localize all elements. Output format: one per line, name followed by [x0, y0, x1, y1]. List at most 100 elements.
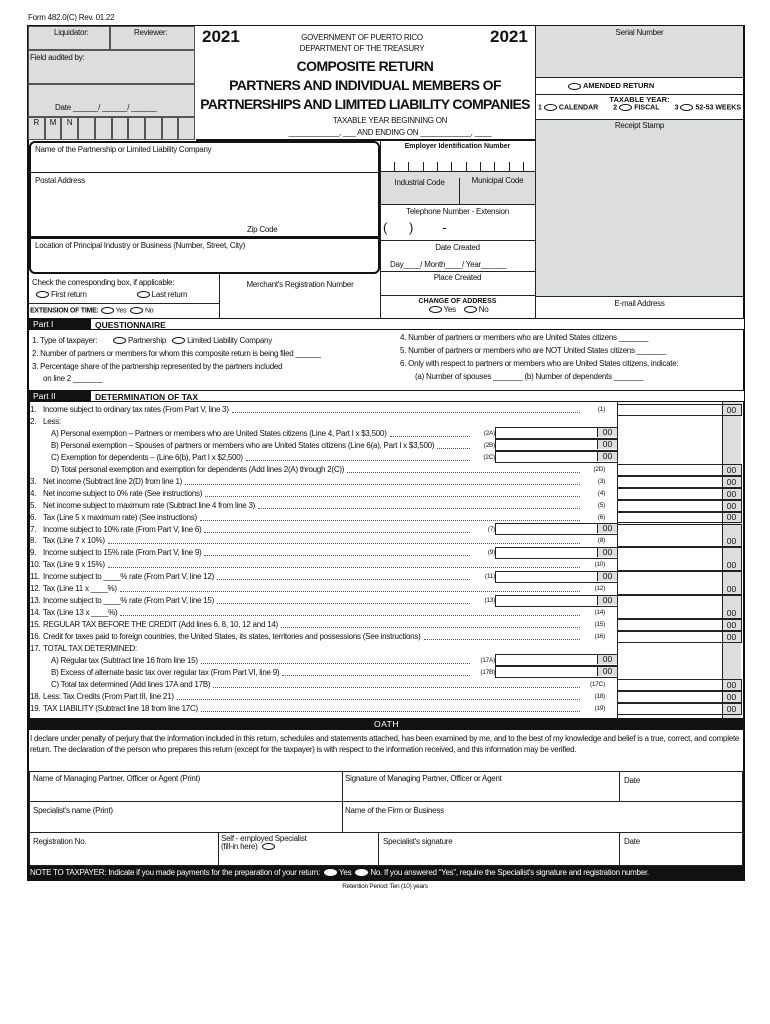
tax-line: 6. Tax (Line 5 x maximum rate) (See instr…	[30, 512, 605, 523]
amount-field[interactable]: 00	[617, 595, 742, 620]
inner-cents: 00	[597, 595, 617, 605]
inner-amount-field[interactable]: 00	[495, 427, 618, 440]
managing-partner-signature-field[interactable]: Signature of Managing Partner, Officer o…	[342, 771, 620, 802]
rmn-cell[interactable]	[178, 117, 196, 140]
q3-field[interactable]: on line 2 _______	[43, 374, 103, 383]
tax-line: 11. Income subject to ____% rate (From Pa…	[30, 571, 495, 582]
first-return-oval[interactable]	[36, 291, 49, 299]
last-return-oval[interactable]	[136, 291, 150, 299]
llc-oval[interactable]	[172, 337, 186, 345]
rmn-cell[interactable]: R	[28, 117, 45, 140]
amount-field[interactable]: 00	[617, 499, 742, 512]
oath-header: OATH	[28, 718, 745, 730]
change-address-no-oval[interactable]	[463, 306, 477, 314]
postal-address-field[interactable]: Postal Address Zip Code	[29, 172, 380, 237]
rmn-cell[interactable]: N	[61, 117, 79, 140]
amended-return-oval[interactable]	[568, 82, 581, 90]
q4-label[interactable]: 4. Number of partners or members who are…	[400, 333, 649, 342]
leader-dots	[389, 435, 470, 437]
cents: 00	[726, 536, 737, 547]
q6-fields[interactable]: (a) Number of spouses _______ (b) Number…	[415, 372, 644, 381]
liquidator-field[interactable]: Liquidator:	[28, 26, 110, 50]
taxable-year-option[interactable]: 2 FISCAL	[613, 104, 659, 111]
taxable-end-label[interactable]: ____________, ___ AND ENDING ON ________…	[288, 128, 492, 137]
rmn-cell[interactable]	[94, 117, 112, 140]
taxable-year-option[interactable]: 1 CALENDAR	[538, 104, 598, 111]
paid-yes-oval[interactable]	[324, 869, 338, 877]
amount-field[interactable]: 00	[617, 631, 742, 643]
q2-label[interactable]: 2. Number of partners or members for who…	[32, 349, 321, 358]
registration-number-field[interactable]: Registration No.	[29, 832, 219, 866]
specialist-name-field[interactable]: Specialist's name (Print)	[29, 801, 343, 833]
amended-return-option[interactable]: AMENDED RETURN	[535, 78, 743, 95]
option-oval[interactable]	[680, 104, 694, 111]
municipal-code-label[interactable]: Municipal Code	[471, 176, 524, 185]
self-employed-oval[interactable]	[261, 843, 275, 851]
amount-field[interactable]: 00	[617, 511, 742, 524]
specialist-signature-field[interactable]: Specialist's signature	[378, 832, 620, 866]
amount-field[interactable]: 00	[617, 619, 742, 632]
amount-field[interactable]: 00	[617, 404, 742, 416]
date-created-field[interactable]: Date Created Day____/ Month____/ Year___…	[380, 241, 535, 272]
inner-amount-field[interactable]: 00	[495, 570, 618, 583]
rmn-cell[interactable]	[111, 117, 129, 140]
tax-line: 12. Tax (Line 11 x ____%) (12)	[30, 583, 605, 594]
option-oval[interactable]	[619, 104, 633, 111]
email-field[interactable]: E-mail Address	[535, 296, 743, 318]
inner-amount-field[interactable]: 00	[495, 666, 618, 679]
rmn-cell[interactable]: M	[44, 117, 62, 140]
amount-field[interactable]: 00	[617, 547, 742, 572]
extension-no-oval[interactable]	[130, 307, 143, 314]
inner-amount-field[interactable]: 00	[495, 654, 618, 667]
rmn-cell[interactable]	[144, 117, 162, 140]
inner-amount-field[interactable]: 00	[495, 439, 618, 452]
inner-amount-field[interactable]: 00	[495, 451, 618, 464]
partnership-name-field[interactable]: Name of the Partnership or Limited Liabi…	[29, 141, 380, 173]
specialist-signature-label: Specialist's signature	[383, 837, 453, 846]
amount-field[interactable]: 00	[617, 463, 742, 476]
ein-digit-divider	[394, 162, 395, 171]
reviewer-field[interactable]: Reviewer:	[110, 26, 195, 50]
q5-label[interactable]: 5. Number of partners or members who are…	[400, 346, 667, 355]
rmn-cell[interactable]	[161, 117, 179, 140]
cents: 00	[726, 691, 737, 702]
rmn-cell[interactable]	[128, 117, 145, 140]
option-oval[interactable]	[543, 104, 557, 111]
tax-line: 18. Less: Tax Credits (From Part III, lin…	[30, 691, 605, 702]
firm-name-field[interactable]: Name of the Firm or Business	[342, 801, 743, 833]
extension-yes-oval[interactable]	[100, 307, 114, 314]
amount-field[interactable]: 00	[617, 678, 742, 691]
place-created-field[interactable]: Place Created	[380, 272, 535, 296]
form-id: Form 482.0(C) Rev. 01.22	[28, 13, 115, 22]
specialist-date-field[interactable]: Date	[619, 832, 743, 866]
amount-field[interactable]: 00	[617, 702, 742, 715]
tax-line: 5. Net income subject to maximum rate (Su…	[30, 500, 605, 511]
amount-field[interactable]: 00	[617, 523, 742, 548]
inner-amount-field[interactable]: 00	[495, 546, 618, 559]
field-audited-field[interactable]: Field audited by:	[28, 50, 195, 84]
partnership-oval[interactable]	[112, 337, 126, 345]
managing-partner-date-field[interactable]: Date	[619, 771, 743, 802]
option-label: 52-53 WEEKS	[695, 104, 741, 112]
telephone-field[interactable]: Telephone Number - Extension ( ) -	[380, 205, 535, 241]
managing-partner-name-field[interactable]: Name of Managing Partner, Officer or Age…	[29, 771, 343, 802]
paid-no-oval[interactable]	[355, 869, 369, 877]
line-code: (9)	[487, 549, 495, 557]
business-location-field[interactable]: Location of Principal Industry or Busine…	[29, 237, 380, 274]
industrial-code-label[interactable]: Industrial Code	[380, 178, 460, 205]
ein-field[interactable]: Employer Identification Number	[380, 141, 535, 172]
amount-field[interactable]: 00	[617, 487, 742, 500]
rmn-cell[interactable]	[78, 117, 95, 140]
change-address-yes-oval[interactable]	[428, 306, 442, 314]
inner-amount-field[interactable]: 00	[495, 594, 618, 607]
option-number: 3	[674, 104, 679, 112]
amount-field[interactable]: 00	[617, 571, 742, 596]
divider	[380, 141, 381, 318]
audit-date-field[interactable]: Date ______/ ______/ ______	[28, 84, 195, 117]
line-text: B) Excess of alternate basic tax over re…	[51, 667, 280, 677]
inner-amount-field[interactable]: 00	[495, 523, 618, 535]
amount-field[interactable]: 00	[617, 690, 742, 703]
amount-field[interactable]: 00	[617, 475, 742, 488]
line-text: Income subject to ____% rate (From Part …	[43, 572, 215, 582]
taxable-year-option[interactable]: 3 52-53 WEEKS	[675, 104, 741, 111]
